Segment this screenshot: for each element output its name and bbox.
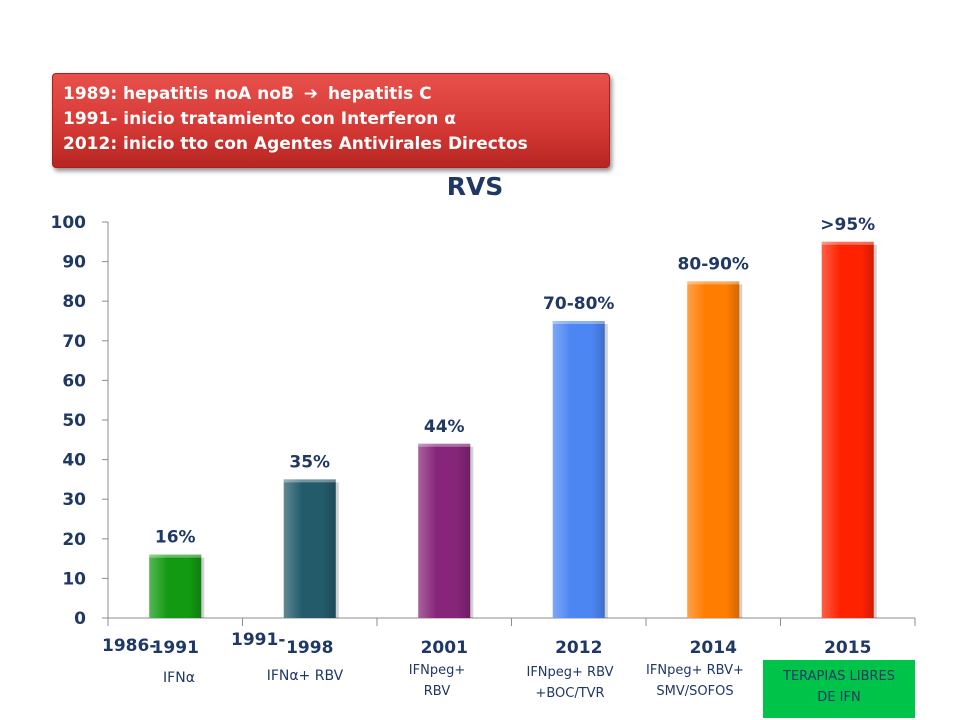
bar-highlight — [687, 281, 740, 618]
treatment-5-line-2: SMV/SOFOS — [656, 684, 734, 699]
bar-top-edge — [687, 281, 740, 285]
treatment-4: IFNpeg+ RBV +BOC/TVR — [508, 662, 632, 704]
chart-labels: 1991 1998 2001 2012 2014 2015 16% 35% 44% 70-80% 8… — [152, 215, 876, 658]
data-label: 80-90% — [678, 254, 749, 274]
bar-highlight — [821, 241, 874, 619]
y-tick-label: 80 — [62, 292, 86, 312]
y-tick-label: 90 — [62, 253, 86, 273]
callout-line-1-start: 1989: hepatitis noA noB — [63, 84, 294, 104]
y-tick-label: 100 — [51, 213, 87, 233]
data-label: >95% — [820, 215, 875, 235]
treatment-6-line-2: DE IFN — [817, 690, 861, 705]
bar-highlight — [149, 554, 202, 618]
treatment-3-line-2: RBV — [423, 684, 451, 699]
chart-axes: 0 10 20 30 40 50 60 70 80 90 100 — [51, 213, 916, 629]
treatment-2: IFNα+ RBV — [266, 668, 344, 684]
treatment-6-box: TERAPIAS LIBRES DE IFN — [763, 660, 915, 718]
data-label: 44% — [424, 417, 465, 437]
y-tick-label: 50 — [62, 411, 86, 431]
chart-bars — [149, 241, 877, 619]
treatment-1: IFNα — [163, 670, 195, 686]
start-year-2: 1991- — [231, 630, 286, 650]
y-tick-label: 70 — [62, 332, 86, 352]
treatment-3: IFNpeg+ RBV — [392, 660, 482, 702]
x-tick-label: 2012 — [555, 638, 602, 658]
x-tick-label: 2014 — [690, 638, 737, 658]
treatment-3-line-1: IFNpeg+ — [408, 663, 466, 678]
right-arrow-icon: ➔ — [303, 84, 319, 104]
x-tick-label: 2015 — [824, 638, 871, 658]
bar-highlight — [552, 321, 605, 618]
bar-top-edge — [821, 241, 874, 245]
info-callout: 1989: hepatitis noA noB ➔ hepatitis C 19… — [52, 73, 610, 168]
data-label: 35% — [289, 452, 330, 472]
callout-line-1-end: hepatitis C — [327, 84, 432, 104]
treatment-5-line-1: IFNpeg+ RBV+ — [646, 663, 744, 678]
bar-top-edge — [283, 479, 336, 483]
data-label: 70-80% — [543, 294, 614, 314]
data-label: 16% — [155, 528, 196, 548]
start-year-1: 1986- — [102, 636, 157, 656]
callout-line-3: 2012: inicio tto con Agentes Antivirales… — [63, 134, 528, 154]
chart-title: RVS — [446, 172, 504, 201]
x-tick-label: 1991 — [152, 638, 199, 658]
bar-highlight — [418, 443, 471, 618]
callout-line-2: 1991- inicio tratamiento con Interferon … — [63, 109, 456, 129]
y-tick-label: 0 — [74, 609, 86, 629]
treatment-6-line-1: TERAPIAS LIBRES — [783, 669, 895, 684]
y-tick-label: 30 — [62, 490, 86, 510]
callout-line-1: 1989: hepatitis noA noB ➔ hepatitis C — [63, 82, 609, 107]
bar-top-edge — [552, 321, 605, 324]
treatment-4-line-2: +BOC/TVR — [535, 686, 605, 701]
x-tick-label: 2001 — [421, 638, 468, 658]
treatment-5: IFNpeg+ RBV+ SMV/SOFOS — [630, 660, 760, 702]
bar-highlight — [283, 479, 336, 618]
bar-top-edge — [149, 554, 202, 558]
x-tick-label: 1998 — [286, 638, 333, 658]
y-tick-label: 10 — [62, 569, 86, 589]
y-tick-label: 20 — [62, 530, 86, 550]
y-tick-label: 40 — [62, 451, 86, 471]
treatment-4-line-1: IFNpeg+ RBV — [526, 665, 614, 680]
y-tick-label: 60 — [62, 371, 86, 391]
bar-top-edge — [418, 443, 471, 447]
